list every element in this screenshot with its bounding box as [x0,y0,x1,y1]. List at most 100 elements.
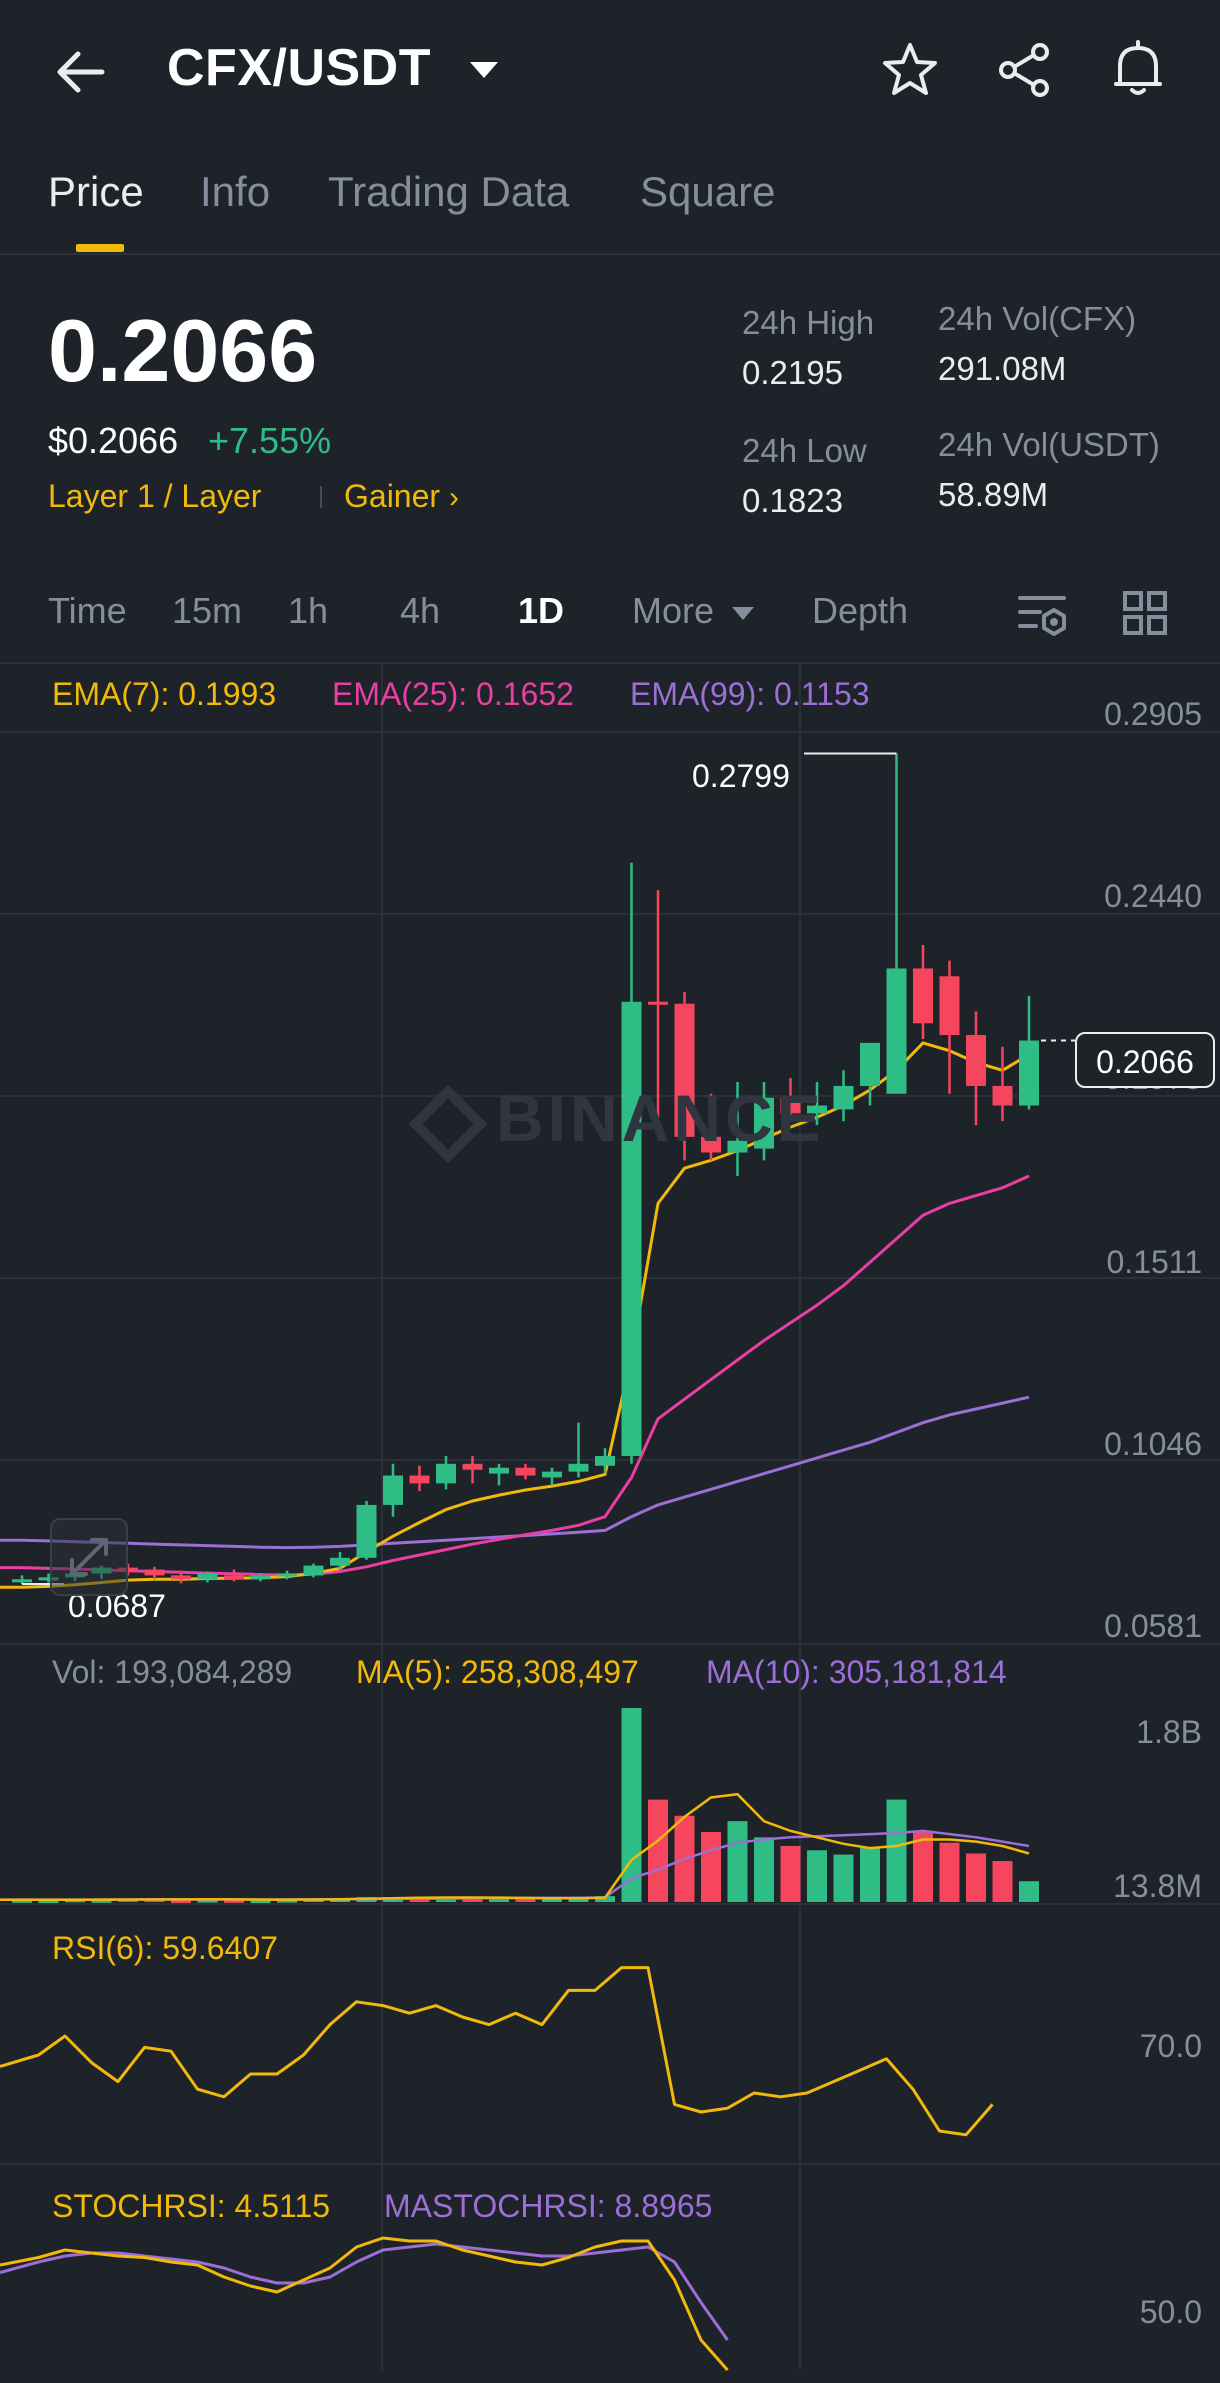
candle-body [542,1471,562,1478]
bell-icon [1114,40,1162,95]
gainer-tag[interactable]: Gainer › [344,478,459,515]
tab-info[interactable]: Info [200,168,271,215]
pair-dropdown-icon[interactable] [470,62,498,78]
volume-bar [992,1861,1013,1902]
volume-bar [648,1799,668,1902]
volume-bar [807,1850,827,1902]
vol-quote-label: 24h Vol(USDT) [938,426,1160,463]
candle-body [648,1001,668,1005]
arrow-left-icon [57,51,105,93]
back-button[interactable] [52,44,108,100]
rsi-lines [0,1966,994,2137]
interval-depth[interactable]: Depth [812,590,909,631]
watermark-text: BINANCE [496,1081,825,1155]
high-marker-label: 0.2799 [692,758,790,794]
volume-bar [462,1897,483,1902]
interval-1d[interactable]: 1D [518,590,565,631]
volume-axis-label: 13.8M [1113,1868,1202,1904]
interval-15m[interactable]: 15m [172,590,243,631]
current-price-marker[interactable]: 0.2066 [1075,1032,1215,1088]
vol-base-label: 24h Vol(CFX) [938,300,1137,337]
chevron-right-icon: › [448,481,459,514]
binance-watermark: BINANCE [408,1080,825,1164]
volume-bar [1019,1881,1039,1902]
candle-body [833,1085,854,1110]
candle-body [12,1579,32,1583]
ema-lines [0,1041,1030,1589]
candle-body [913,968,933,1024]
candle-body [515,1467,536,1476]
candle-body [118,1567,138,1571]
candle-body [595,1455,615,1466]
candle-body [807,1105,827,1114]
volume-bar [568,1897,589,1902]
candle-body [409,1475,430,1484]
candle-body [144,1569,165,1576]
layout-button[interactable] [1122,590,1168,636]
caret-down-icon [732,606,755,620]
candle-body [356,1504,377,1558]
share-icon [999,43,1049,97]
indicator-settings-icon [1018,596,1066,636]
candle-body [992,1085,1013,1106]
interval-time[interactable]: Time [48,590,127,631]
volume-bar [966,1853,986,1902]
volume-bar [38,1900,59,1904]
volume-bar [621,1708,642,1902]
tab-price[interactable]: Price [48,168,144,215]
interval-divider [0,662,1220,664]
stochrsi-lines [0,2236,729,2371]
favorite-button[interactable] [880,40,940,100]
interval-1h[interactable]: 1h [288,590,329,631]
candle-body [860,1042,880,1086]
candle-body [780,1097,801,1114]
volume-bar [250,1900,271,1904]
volume-bar [224,1899,244,1903]
tab-trading-data[interactable]: Trading Data [328,168,570,215]
candle-body [1019,1040,1039,1106]
fullscreen-button[interactable] [50,1518,128,1596]
interval-4h[interactable]: 4h [400,590,441,631]
ema99-legend: EMA(99): 0.1153 [630,676,870,712]
candle-body [462,1463,483,1470]
volume-bar [833,1854,854,1902]
chart-settings-button[interactable] [1018,590,1070,640]
stochrsi-legend: STOCHRSI: 4.5115 [52,2188,331,2224]
low-label: 24h Low [742,432,867,469]
price-axis-label: 0.1511 [1106,1244,1203,1280]
share-button[interactable] [994,40,1054,100]
ema99-line [0,1395,1030,1550]
price-axis-label: 0.2440 [1104,878,1202,914]
volume-axis-label: 1.8B [1136,1714,1202,1750]
vol-base-value: 291.08M [938,350,1067,387]
volume-bar [171,1900,191,1904]
pair-title[interactable]: CFX/USDT [167,39,431,97]
tab-square[interactable]: Square [640,168,776,215]
alert-button[interactable] [1108,38,1168,100]
volume-bar [913,1831,933,1902]
chart-grid [0,664,1220,2370]
volume-bar [780,1845,801,1902]
volume-bar [754,1837,774,1902]
volume-bar [542,1898,562,1902]
stoch-axis-label: 50.0 [1139,2294,1202,2330]
candle-body [621,1001,642,1456]
candle-body [489,1467,509,1474]
volume-ma10-legend: MA(10): 305,181,814 [706,1654,1007,1690]
category-tag[interactable]: Layer 1 / Layer [48,478,262,514]
volume-bar [197,1899,218,1903]
active-tab-indicator [76,244,124,252]
volume-bar [489,1898,509,1902]
usd-price: $0.2066 [48,420,179,461]
mastochrsi-line [0,2242,729,2341]
rsi-axis-label: 70.0 [1139,2028,1202,2064]
interval-more[interactable]: More [632,590,755,632]
grid-icon [1123,591,1167,635]
candle-body [939,976,960,1036]
volume-bar [701,1831,721,1902]
volume-ma5-line [0,1792,1030,1902]
volume-bar [277,1899,297,1903]
candle-body [674,1003,695,1137]
candle-body [754,1097,774,1149]
